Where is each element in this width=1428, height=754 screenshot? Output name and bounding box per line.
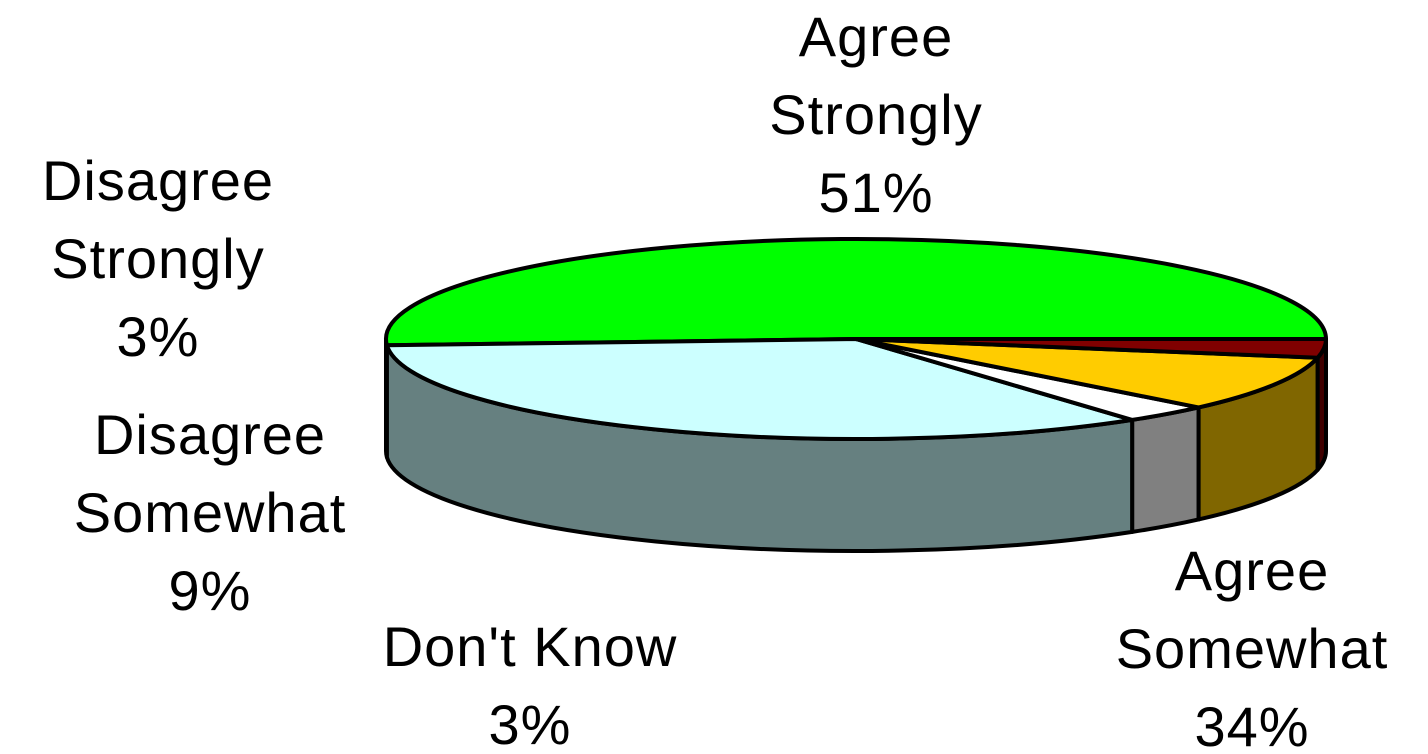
slice-label-line: Somewhat <box>74 481 347 544</box>
slice-label: Don't Know 3% <box>383 615 678 754</box>
slice-label-line: Agree <box>799 5 953 68</box>
slice-label-line: Disagree <box>42 149 274 212</box>
slice-label: Agree Strongly 51% <box>769 5 982 224</box>
slice-percent: 34% <box>1194 695 1309 754</box>
pie-slice <box>386 239 1326 345</box>
slice-percent: 51% <box>818 161 933 224</box>
slice-percent: 9% <box>169 559 252 622</box>
slice-percent: 3% <box>117 305 200 368</box>
slice-label: Agree Somewhat 34% <box>1116 539 1389 754</box>
slice-label-line: Strongly <box>769 83 982 146</box>
slice-percent: 3% <box>489 693 572 754</box>
pie-slice-side <box>1132 407 1198 531</box>
slice-label-line: Strongly <box>51 227 264 290</box>
slice-label: Disagree Strongly 3% <box>42 149 274 368</box>
pie-slice-tops <box>386 239 1326 439</box>
slice-label-line: Agree <box>1175 539 1329 602</box>
slice-label: Disagree Somewhat 9% <box>74 403 347 622</box>
slice-label-line: Somewhat <box>1116 617 1389 680</box>
slice-label-line: Disagree <box>94 403 326 466</box>
slice-label-line: Don't Know <box>383 615 678 678</box>
